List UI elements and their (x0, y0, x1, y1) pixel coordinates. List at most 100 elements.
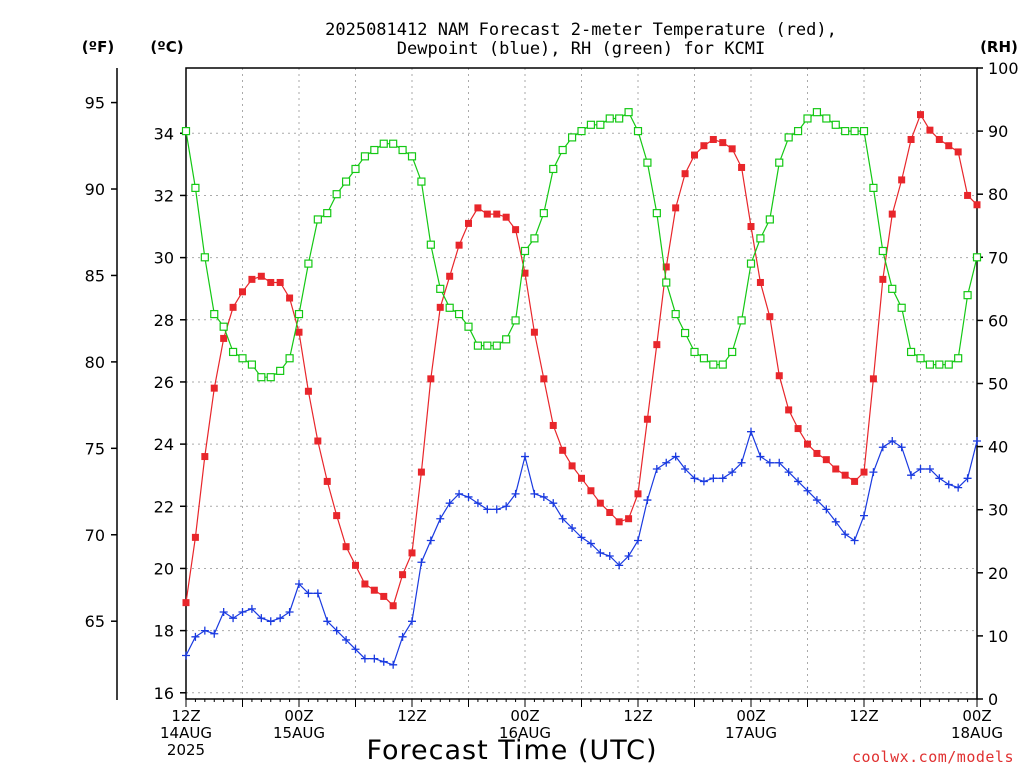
dewpoint-point (907, 471, 916, 480)
rh-point (549, 164, 558, 174)
dewpoint-point (973, 437, 981, 446)
temperature-point (559, 446, 567, 454)
temperature-point (681, 170, 689, 178)
celsius-unit-label: (ºC) (150, 38, 183, 56)
rh-point (323, 209, 332, 218)
rh-point (850, 126, 859, 136)
rh-tick-label: 10 (988, 627, 1008, 646)
dewpoint-point (455, 489, 464, 498)
temperature-point (653, 341, 661, 349)
temperature-point (521, 269, 529, 277)
temperature-point (417, 468, 425, 476)
temperature-point (756, 278, 764, 286)
rh-point (718, 360, 727, 369)
rh-point (756, 234, 765, 243)
celsius-tick-label: 22 (154, 497, 174, 516)
temperature-point (587, 487, 595, 495)
rh-point (332, 190, 341, 199)
dewpoint-point (492, 505, 501, 514)
dewpoint-point (699, 477, 708, 486)
rh-point (615, 114, 624, 123)
rh-point (473, 341, 483, 350)
dewpoint-point (530, 489, 539, 498)
dewpoint-point (539, 492, 548, 501)
temperature-point (210, 384, 218, 392)
rh-point (954, 354, 963, 363)
rh-point (841, 126, 850, 136)
dewpoint-point (229, 614, 238, 623)
x-axis-title: Forecast Time (UTC) (366, 735, 657, 766)
dewpoint-point (812, 496, 821, 505)
rh-point (822, 114, 831, 123)
rh-point (181, 126, 191, 136)
fahrenheit-tick-label: 85 (85, 266, 105, 285)
x-tick-label: 12Z (171, 707, 200, 725)
dewpoint-point (803, 486, 812, 495)
temperature-point (625, 515, 633, 523)
dewpoint-point (963, 474, 972, 483)
temperature-point (361, 580, 369, 588)
rh-point (765, 215, 774, 224)
rh-point (398, 145, 407, 155)
dewpoint-point (473, 499, 482, 508)
rh-point (925, 360, 935, 369)
chart-title-line2: Dewpoint (blue), RH (green) for KCMI (397, 39, 765, 59)
temperature-point (907, 135, 915, 143)
dewpoint-point (257, 614, 266, 623)
rh-point (285, 354, 294, 363)
rh-tick-label: 20 (988, 564, 1008, 583)
rh-point (643, 158, 652, 167)
rh-point (793, 126, 803, 136)
rh-point (191, 183, 200, 192)
temperature-point (286, 294, 294, 302)
rh-tick-label: 90 (988, 122, 1008, 141)
temperature-point (257, 272, 265, 280)
temperature-point (483, 210, 491, 218)
temperature-point (540, 375, 548, 383)
dewpoint-point (464, 492, 473, 501)
rh-point (878, 246, 887, 256)
temperature-point (568, 462, 576, 470)
temperature-point (775, 372, 783, 380)
dewpoint-point (925, 464, 934, 473)
x-tick-label: 12Z (849, 707, 878, 725)
temperature-point (323, 477, 331, 485)
dewpoint-point (831, 517, 840, 526)
celsius-tick-label: 34 (154, 124, 174, 143)
dewpoint-point (389, 660, 398, 669)
rh-point (407, 152, 417, 161)
temperature-point (634, 490, 642, 498)
temperature-point (945, 142, 953, 150)
rh-point (746, 259, 756, 268)
chart-title-line1: 2025081412 NAM Forecast 2-meter Temperat… (325, 20, 837, 40)
temperature-point (295, 328, 303, 336)
temperature-point (888, 210, 896, 218)
rh-point (257, 373, 266, 382)
rh-point (379, 139, 388, 148)
rh-tick-label: 0 (988, 690, 998, 709)
celsius-tick-label: 24 (154, 435, 174, 454)
rh-unit-label: (RH) (980, 38, 1018, 56)
credit-link[interactable]: coolwx.com/models (852, 748, 1014, 766)
temperature-point (399, 571, 407, 579)
rh-point (276, 366, 285, 375)
dewpoint-point (681, 464, 690, 473)
temperature-point (455, 241, 463, 249)
temperature-point (380, 592, 388, 600)
rh-point (502, 335, 511, 344)
rh-point (633, 126, 643, 136)
x-tick-label: 00Z (510, 707, 539, 725)
celsius-tick-label: 28 (154, 311, 174, 330)
temperature-point (267, 278, 275, 286)
fahrenheit-unit-label: (ºF) (82, 38, 114, 56)
temperature-point (738, 163, 746, 171)
dewpoint-point (247, 604, 256, 613)
dewpoint-point (944, 480, 953, 489)
dewpoint-point (643, 496, 652, 505)
dewpoint-point (737, 458, 746, 467)
rh-point (520, 246, 530, 256)
celsius-tick-label: 32 (154, 186, 174, 205)
rh-point (906, 347, 916, 357)
x-tick-label: 14AUG (160, 724, 212, 742)
temperature-point (502, 213, 510, 221)
